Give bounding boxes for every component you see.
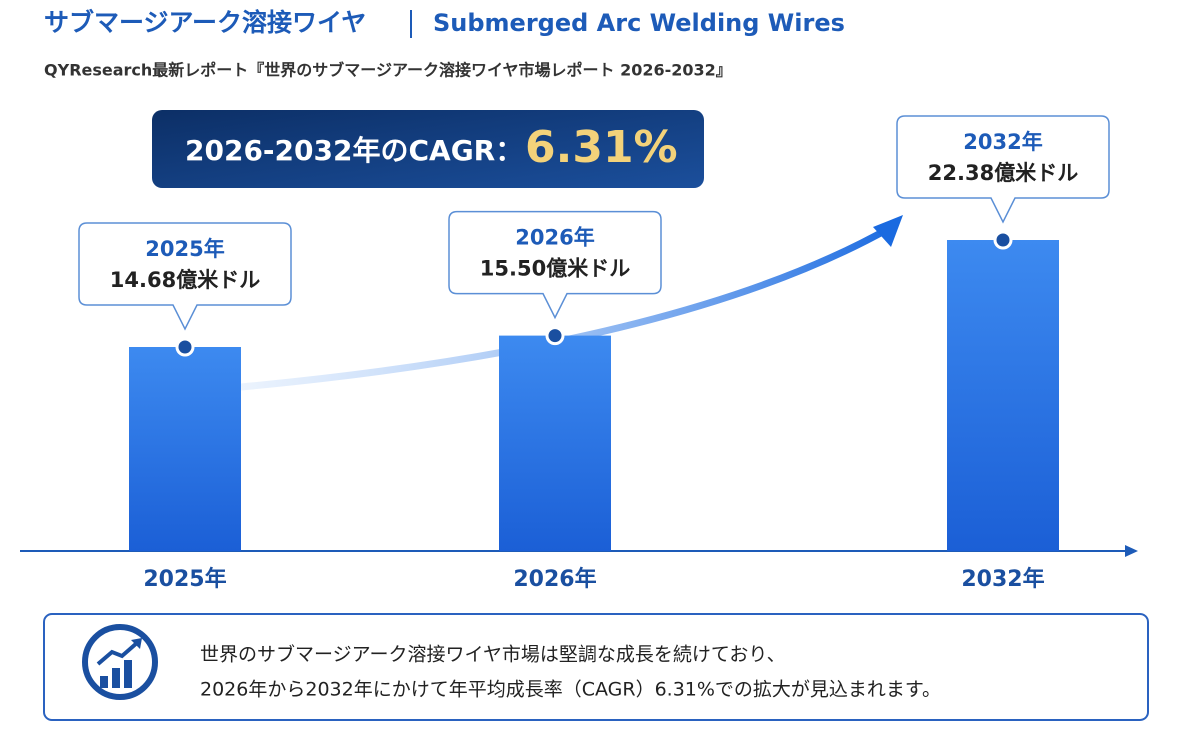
summary-icon bbox=[82, 624, 158, 700]
value-label: 22.38億米ドル bbox=[928, 161, 1078, 185]
value-label: 14.68億米ドル bbox=[110, 268, 260, 292]
callout-year: 2032年 bbox=[963, 130, 1042, 154]
cagr-label: 2026-2032年のCAGR： bbox=[185, 134, 523, 167]
callout-box bbox=[448, 210, 662, 320]
cagr-value: 6.31% bbox=[525, 122, 678, 173]
summary-line: 世界のサブマージアーク溶接ワイヤ市場は堅調な成長を続けており、 bbox=[200, 643, 786, 666]
callout-box bbox=[896, 115, 1110, 224]
summary-line: 2026年から2032年にかけて年平均成長率（CAGR）6.31%での拡大が見込… bbox=[200, 679, 941, 701]
bar-top-dot bbox=[175, 337, 195, 357]
growth-arrow bbox=[240, 221, 897, 391]
title-en: Submerged Arc Welding Wires bbox=[433, 9, 845, 37]
summary-box bbox=[43, 613, 1149, 721]
bar-top-dot bbox=[545, 326, 565, 346]
x-tick-label: 2032年 bbox=[961, 566, 1044, 592]
callout-year: 2026年 bbox=[515, 226, 594, 250]
cagr-box bbox=[152, 110, 704, 188]
callout-year: 2025年 bbox=[145, 237, 224, 261]
callout-box bbox=[78, 222, 292, 331]
x-axis-arrow bbox=[1125, 545, 1138, 557]
bar-top-dot bbox=[993, 230, 1013, 250]
x-tick-label: 2026年 bbox=[513, 566, 596, 592]
subtitle: QYResearch最新レポート『世界のサブマージアーク溶接ワイヤ市場レポート … bbox=[44, 61, 732, 80]
value-label: 15.50億米ドル bbox=[480, 257, 630, 281]
bar bbox=[499, 335, 611, 551]
growth-arrow-head bbox=[873, 215, 903, 247]
bar bbox=[947, 240, 1059, 551]
x-tick-label: 2025年 bbox=[143, 566, 226, 592]
bar bbox=[129, 347, 241, 551]
title-ja: サブマージアーク溶接ワイヤ bbox=[44, 8, 366, 37]
